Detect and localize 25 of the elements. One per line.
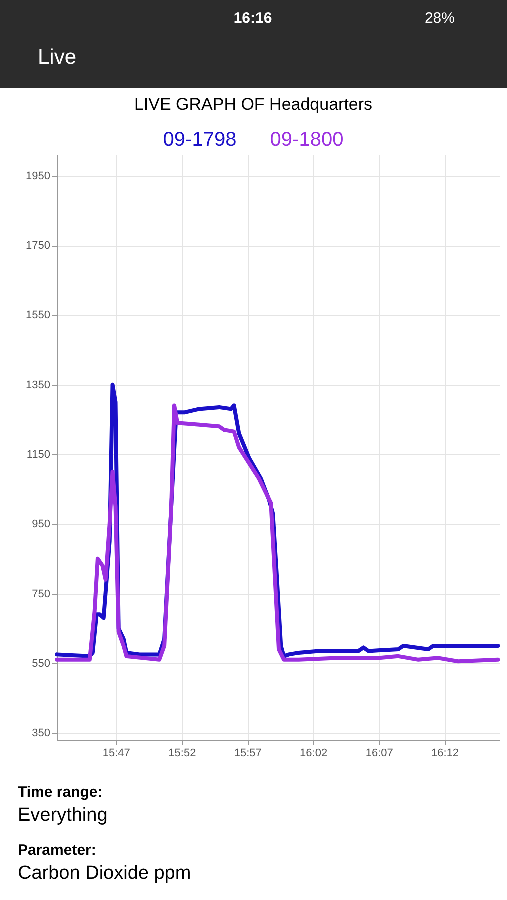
text: 28%	[424, 10, 455, 27]
y-tick-label: 1950	[26, 170, 50, 182]
y-tick-label: 1550	[26, 310, 50, 322]
y-tick-label: 950	[32, 518, 50, 531]
x-tick-label: 16:07	[366, 748, 394, 760]
text: 09-1800	[270, 129, 344, 151]
text: Live	[38, 46, 77, 69]
x-tick-label: 15:52	[168, 748, 196, 760]
x-tick-label: 16:12	[432, 748, 460, 760]
text: Parameter:	[18, 842, 96, 859]
text: 16:16	[234, 10, 272, 27]
y-tick-label: 750	[32, 588, 50, 600]
text: Time range:	[18, 784, 103, 801]
y-tick-label: 1150	[26, 448, 50, 461]
text: Everything	[18, 805, 108, 826]
x-tick-label: 16:02	[300, 748, 328, 760]
x-tick-label: 15:47	[102, 748, 130, 760]
x-tick-label: 15:57	[234, 748, 262, 760]
y-tick-label: 1750	[26, 240, 50, 252]
text: Carbon Dioxide ppm	[18, 863, 192, 884]
text: 09-1798	[163, 129, 237, 151]
y-tick-label: 350	[32, 728, 50, 740]
y-tick-label: 1350	[26, 379, 50, 392]
chart-title: LIVE GRAPH OF Headquarters	[134, 95, 373, 114]
y-tick-label: 550	[32, 658, 50, 670]
